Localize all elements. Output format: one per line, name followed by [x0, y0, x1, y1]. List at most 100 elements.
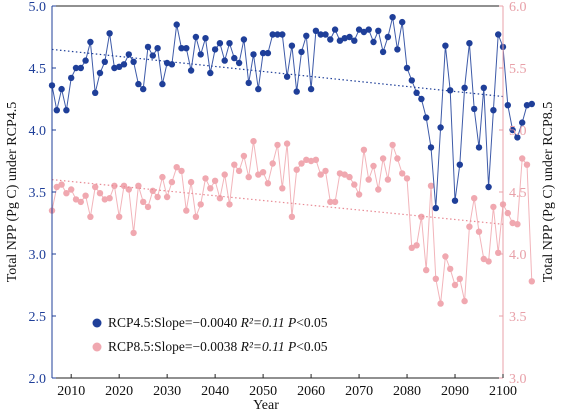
rcp45-point-2036	[192, 33, 200, 41]
rcp85-point-2029	[159, 173, 166, 181]
left-axis-title: Total NPP (Pg C) under RCP4.5	[5, 102, 20, 283]
rcp45-point-2059	[303, 32, 310, 39]
x-tick-label: 2030	[153, 384, 181, 399]
rcp45-point-2029	[159, 80, 166, 88]
rcp45-point-2097	[485, 183, 492, 191]
rcp85-legend-text-part: RCP8.5:Slope=−0.0038	[108, 339, 241, 354]
rcp85-point-2034	[183, 207, 190, 214]
rcp85-point-2075	[379, 155, 387, 162]
rcp85-point-2101	[504, 209, 511, 217]
rcp85-point-2105	[523, 161, 531, 168]
right-tick-label: 4.5	[509, 186, 527, 201]
rcp85-point-2064	[327, 198, 334, 206]
x-tick-label: 2080	[393, 384, 421, 399]
left-tick-label: 4.5	[29, 62, 47, 77]
rcp45-point-2046	[240, 36, 248, 43]
left-tick-label: 3.0	[29, 248, 47, 263]
rcp45-trendline	[51, 48, 504, 98]
rcp85-point-2063	[322, 167, 329, 175]
rcp45-point-2074	[375, 27, 382, 34]
rcp45-point-2015	[92, 89, 99, 97]
rcp45-point-2007	[53, 107, 60, 114]
rcp45-point-2104	[519, 119, 526, 126]
rcp45-point-2063	[322, 31, 329, 38]
rcp85-point-2085	[427, 182, 435, 189]
rcp45-point-2065	[331, 26, 339, 33]
rcp85-legend-text-part: <0.05	[296, 339, 327, 354]
rcp45-point-2068	[346, 33, 353, 41]
rcp45-point-2040	[211, 46, 219, 53]
rcp45-point-2095	[475, 144, 483, 151]
rcp45-point-2051	[264, 49, 272, 57]
rcp85-point-2089	[447, 265, 454, 273]
rcp85-point-2080	[403, 175, 411, 182]
rcp45-point-2019	[111, 64, 118, 72]
rcp45-point-2058	[298, 48, 305, 56]
rcp45-point-2094	[471, 105, 478, 113]
x-tick-label: 2050	[249, 384, 277, 399]
rcp45-point-2054	[279, 31, 286, 38]
x-tick-label: 2040	[201, 384, 229, 399]
rcp85-point-2090	[451, 281, 459, 289]
rcp85-point-2026	[144, 203, 152, 211]
rcp85-point-2106	[528, 278, 535, 285]
rcp85-point-2009	[63, 190, 70, 197]
rcp85-point-2088	[442, 253, 449, 260]
rcp85-point-2086	[432, 275, 439, 282]
rcp85-point-2044	[231, 161, 238, 168]
rcp45-point-2021	[120, 61, 128, 68]
rcp45-point-2035	[187, 67, 195, 74]
rcp85-point-2028	[154, 193, 161, 201]
rcp45-point-2039	[207, 69, 214, 77]
rcp45-point-2032	[173, 21, 180, 28]
rcp85-point-2016	[96, 190, 104, 197]
rcp45-point-2010	[68, 74, 75, 82]
rcp45-point-2038	[202, 35, 209, 42]
rcp45-legend-text-part: <0.05	[296, 315, 327, 330]
left-tick-label: 3.5	[29, 186, 47, 201]
rcp45-point-2077	[389, 14, 396, 21]
rcp45-point-2103	[514, 134, 521, 141]
rcp45-point-2064	[327, 36, 334, 43]
rcp85-point-2031	[168, 178, 176, 186]
right-tick-label: 3.0	[509, 372, 527, 387]
rcp45-point-2047	[245, 79, 252, 87]
rcp85-point-2023	[130, 229, 137, 237]
rcp45-point-2069	[351, 37, 358, 44]
right-tick-label: 5.5	[509, 62, 527, 77]
rcp85-point-2015	[92, 183, 99, 191]
rcp85-point-2010	[68, 186, 75, 193]
rcp45-point-2089	[447, 87, 454, 94]
rcp85-point-2097	[485, 258, 492, 265]
rcp45-point-2048	[250, 51, 257, 58]
x-axis-title: Year	[253, 398, 279, 412]
rcp45-point-2028	[154, 45, 161, 52]
rcp45-point-2016	[96, 69, 104, 77]
rcp85-point-2041	[216, 195, 224, 202]
series-layer	[48, 14, 535, 307]
rcp45-point-2079	[399, 18, 406, 26]
rcp85-point-2042	[221, 171, 228, 178]
rcp45-point-2067	[341, 35, 348, 42]
rcp85-point-2011	[72, 196, 80, 203]
rcp85-point-2092	[461, 297, 468, 305]
rcp45-point-2012	[77, 64, 85, 72]
rcp45-point-2090	[451, 197, 459, 204]
rcp85-point-2021	[120, 182, 128, 189]
rcp45-point-2062	[317, 31, 324, 38]
rcp85-point-2059	[303, 156, 310, 163]
rcp85-point-2017	[101, 196, 109, 203]
rcp85-legend-text-part: R²=0.11	[240, 339, 288, 354]
rcp85-point-2102	[509, 219, 516, 227]
rcp85-point-2043	[226, 201, 233, 208]
right-tick-label: 4.0	[509, 248, 527, 263]
right-tick-label: 5.0	[509, 124, 527, 139]
rcp85-point-2093	[466, 223, 473, 230]
rcp45-point-2073	[370, 38, 377, 46]
rcp85-legend-label: RCP8.5:Slope=−0.0038 R²=0.11 P<0.05	[108, 339, 328, 354]
rcp45-point-2098	[490, 107, 497, 114]
rcp85-point-2037	[197, 201, 204, 208]
rcp45-point-2017	[101, 58, 109, 65]
rcp85-point-2033	[178, 167, 185, 175]
right-axis-title: Total NPP (Pg C) under RCP8.5	[541, 102, 556, 283]
